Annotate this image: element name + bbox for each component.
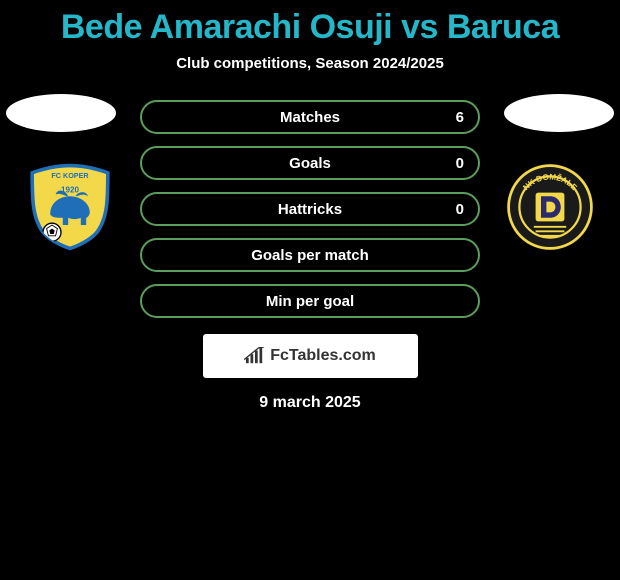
logo-text-fc-koper: FC KOPER	[51, 171, 89, 180]
comparison-container: FC KOPER 1920 NK DOMŽALE	[0, 100, 620, 412]
player1-head-placeholder	[6, 94, 116, 132]
stat-row-goals: Goals 0	[140, 146, 480, 180]
stat-label: Goals per match	[251, 247, 369, 264]
stat-row-goals-per-match: Goals per match	[140, 238, 480, 272]
stat-right-value: 0	[456, 155, 464, 172]
subtitle: Club competitions, Season 2024/2025	[0, 55, 620, 72]
watermark: FcTables.com	[203, 334, 418, 378]
vs-separator: vs	[401, 8, 438, 46]
page-title: Bede Amarachi Osuji vs Baruca	[0, 0, 620, 47]
stat-row-min-per-goal: Min per goal	[140, 284, 480, 318]
fc-koper-icon: FC KOPER 1920	[25, 162, 115, 252]
stats-rows: Matches 6 Goals 0 Hattricks 0 Goals per …	[140, 100, 480, 318]
stat-label: Goals	[289, 155, 331, 172]
stat-label: Hattricks	[278, 201, 342, 218]
watermark-text: FcTables.com	[270, 347, 376, 365]
player2-head-placeholder	[504, 94, 614, 132]
player1-name: Bede Amarachi Osuji	[61, 8, 392, 46]
stat-row-matches: Matches 6	[140, 100, 480, 134]
stat-label: Min per goal	[266, 293, 354, 310]
stat-right-value: 0	[456, 201, 464, 218]
stat-label: Matches	[280, 109, 340, 126]
date-label: 9 march 2025	[0, 394, 620, 412]
bar-chart-icon	[244, 347, 266, 365]
player2-name: Baruca	[447, 8, 559, 46]
stat-right-value: 6	[456, 109, 464, 126]
nk-domzale-icon: NK DOMŽALE	[505, 162, 595, 252]
stat-row-hattricks: Hattricks 0	[140, 192, 480, 226]
club-logo-left: FC KOPER 1920	[25, 162, 115, 252]
club-logo-right: NK DOMŽALE	[505, 162, 595, 252]
